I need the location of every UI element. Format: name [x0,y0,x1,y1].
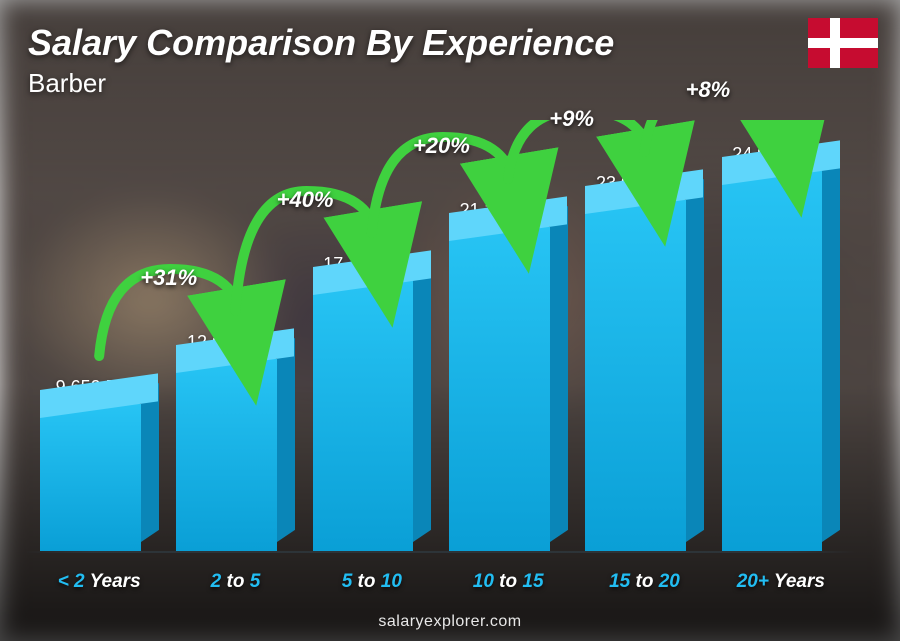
x-axis-baseline [24,551,856,553]
bar [585,200,703,551]
growth-label: +31% [140,265,197,291]
bar-side-face [277,338,295,542]
bar-front-face [449,227,550,551]
bar-front-face [176,359,277,551]
bar-group: 9,650 DKK [40,377,158,551]
bar-front-face [585,200,686,551]
growth-label: +40% [277,187,334,213]
footer-credit: salaryexplorer.com [0,613,900,631]
bar-group: 12,600 DKK [176,332,294,551]
x-axis-label: 2 to 5 [176,571,294,593]
bar-front-face [40,404,141,551]
denmark-flag-icon [808,18,878,68]
bars: 9,650 DKK12,600 DKK17,700 DKK21,200 DKK2… [30,120,850,551]
title-block: Salary Comparison By Experience Barber [28,22,614,99]
bar-side-face [413,260,431,542]
bar-group: 23,000 DKK [585,173,703,551]
bar-side-face [686,179,704,542]
growth-label: +8% [686,77,731,103]
growth-label: +9% [549,106,594,132]
bar [722,171,840,551]
bar [176,359,294,551]
bar-front-face [313,281,414,551]
bar-group: 17,700 DKK [313,254,431,551]
growth-label: +20% [413,133,470,159]
bar-side-face [550,206,568,542]
bar [449,227,567,551]
x-axis-label: 15 to 20 [585,571,703,593]
bar [40,404,158,551]
x-axis-label: 5 to 10 [313,571,431,593]
page-title: Salary Comparison By Experience [28,22,614,64]
bar-front-face [722,171,823,551]
page-subtitle: Barber [28,68,614,99]
x-axis-label: 10 to 15 [449,571,567,593]
bar-group: 21,200 DKK [449,200,567,551]
x-axis-label: 20+ Years [722,571,840,593]
bar-group: 24,900 DKK [722,144,840,551]
x-axis-label: < 2 Years [40,571,158,593]
bar-side-face [822,150,840,542]
chart-container: Salary Comparison By Experience Barber A… [0,0,900,641]
x-axis-labels: < 2 Years 2 to 5 5 to 10 10 to 15 15 to 20 20… [30,571,850,593]
bar-side-face [141,383,159,542]
chart-area: 9,650 DKK12,600 DKK17,700 DKK21,200 DKK2… [30,120,850,551]
bar [313,281,431,551]
